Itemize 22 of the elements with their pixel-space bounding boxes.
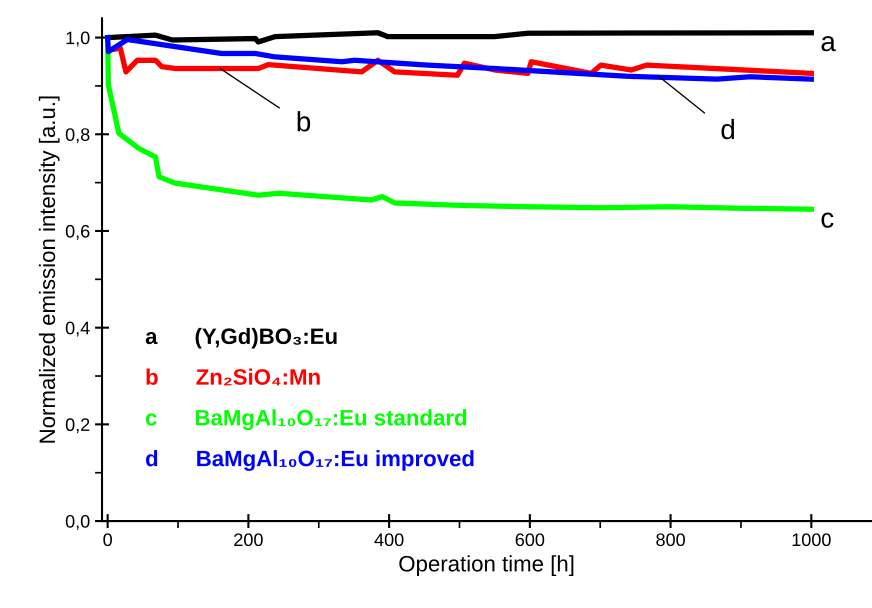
x-tick-label: 1000: [792, 533, 831, 546]
y-tick-label: 0,2: [66, 418, 90, 434]
text: c BaMgAl₁₀O₁₇:Eu standard: [146, 409, 466, 430]
x-tick-label: 0: [103, 533, 112, 546]
x-tick-label: 800: [656, 533, 685, 546]
annotation: a: [822, 36, 836, 52]
y-tick-label: 0,4: [66, 322, 90, 337]
x-tick-label: 400: [374, 533, 404, 546]
y-tick-label: 0,8: [66, 128, 90, 144]
y-tick-label: 1,0: [66, 32, 90, 46]
text: a (Y,Gd)BO₃:Eu: [146, 328, 337, 349]
text: b Zn₂SiO₄:Mn: [146, 368, 320, 386]
text: d BaMgAl₁₀O₁₇:Eu improved: [146, 450, 474, 471]
x-tick-label: 200: [234, 533, 263, 546]
y-tick-label: 0,6: [66, 224, 90, 240]
annotation: c: [822, 212, 834, 228]
x-axis-title: Operation time [h]: [399, 555, 574, 576]
x-tick-label: 600: [516, 533, 544, 546]
annotation: d: [722, 118, 734, 140]
y-tick-label: 0,0: [66, 514, 90, 530]
y-axis-title: Normalized emission intensity [a.u.]: [38, 96, 60, 443]
annotation: b: [298, 111, 310, 132]
